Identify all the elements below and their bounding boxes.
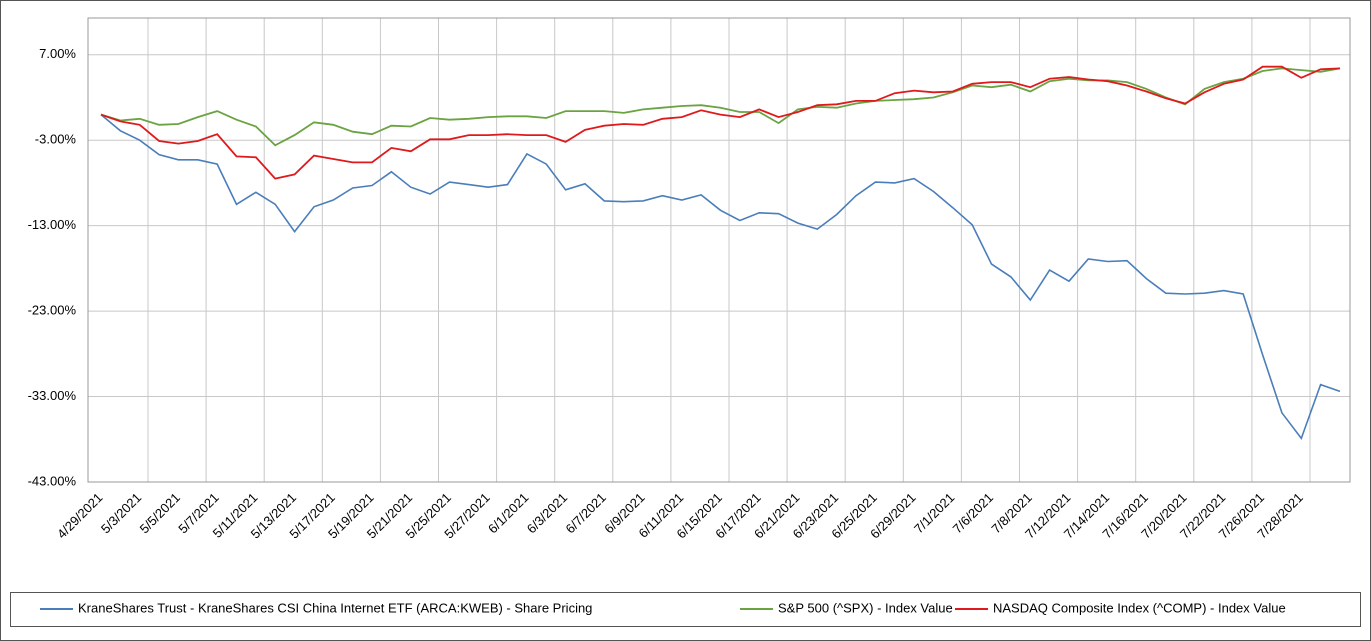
legend-label: NASDAQ Composite Index (^COMP) - Index V… [993, 600, 1286, 615]
plot-area [87, 17, 1351, 483]
legend-box [10, 592, 1361, 627]
y-tick-label: -43.00% [28, 473, 77, 488]
y-tick-label: -33.00% [28, 388, 77, 403]
y-tick-label: 7.00% [39, 46, 76, 61]
series-line [100, 113, 1341, 441]
y-tick-label: -3.00% [35, 132, 77, 147]
legend-label: KraneShares Trust - KraneShares CSI Chin… [78, 600, 592, 615]
series-line [100, 67, 1341, 147]
legend-label: S&P 500 (^SPX) - Index Value [778, 600, 953, 615]
y-tick-label: -13.00% [28, 217, 77, 232]
y-tick-label: -23.00% [28, 303, 77, 318]
series-line [100, 65, 1341, 180]
